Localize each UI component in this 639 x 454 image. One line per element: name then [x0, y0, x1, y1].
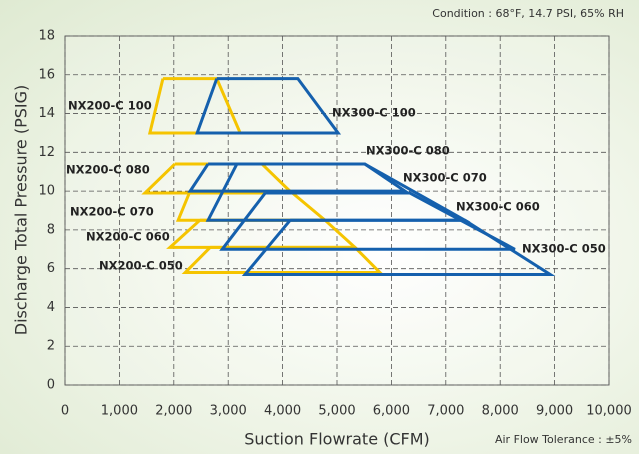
x-tick-label: 8,000: [482, 404, 519, 419]
y-tick-label: 12: [38, 145, 55, 160]
x-tick-label: 2,000: [155, 404, 192, 419]
series-label: NX300-C 050: [522, 242, 606, 256]
x-tick-label: 0: [61, 404, 69, 419]
y-tick-label: 16: [38, 67, 55, 82]
x-tick-label: 10,000: [586, 404, 632, 419]
series-label: NX200-C 080: [66, 163, 150, 177]
x-tick-label: 6,000: [373, 404, 410, 419]
y-tick-label: 4: [47, 300, 55, 315]
x-tick-label: 4,000: [264, 404, 301, 419]
condition-note: Condition : 68°F, 14.7 PSI, 65% RH: [432, 7, 624, 20]
chart: Condition : 68°F, 14.7 PSI, 65% RH Sucti…: [0, 0, 639, 454]
y-tick-label: 14: [38, 106, 55, 121]
tolerance-note: Air Flow Tolerance : ±5%: [495, 433, 632, 446]
x-tick-label: 7,000: [427, 404, 464, 419]
y-tick-label: 18: [38, 29, 55, 44]
y-tick-label: 10: [38, 184, 55, 199]
series-label: NX200-C 060: [86, 230, 170, 244]
x-tick-label: 1,000: [101, 404, 138, 419]
y-tick-label: 8: [47, 222, 55, 237]
y-axis-title: Discharge Total Pressure (PSIG): [12, 85, 31, 336]
series-label: NX200-C 100: [68, 99, 152, 113]
x-axis-title: Suction Flowrate (CFM): [244, 430, 430, 449]
series-label: NX200-C 050: [99, 259, 183, 273]
x-tick-label: 5,000: [318, 404, 355, 419]
y-tick-label: 6: [47, 261, 55, 276]
series-label: NX300-C 080: [366, 144, 450, 158]
series-label: NX300-C 070: [403, 171, 487, 185]
series-label: NX300-C 060: [456, 200, 540, 214]
series-label: NX200-C 070: [70, 205, 154, 219]
series-label: NX300-C 100: [332, 106, 416, 120]
y-tick-label: 0: [47, 378, 55, 393]
y-tick-label: 2: [47, 339, 55, 354]
x-tick-label: 3,000: [210, 404, 247, 419]
x-tick-label: 9,000: [536, 404, 573, 419]
